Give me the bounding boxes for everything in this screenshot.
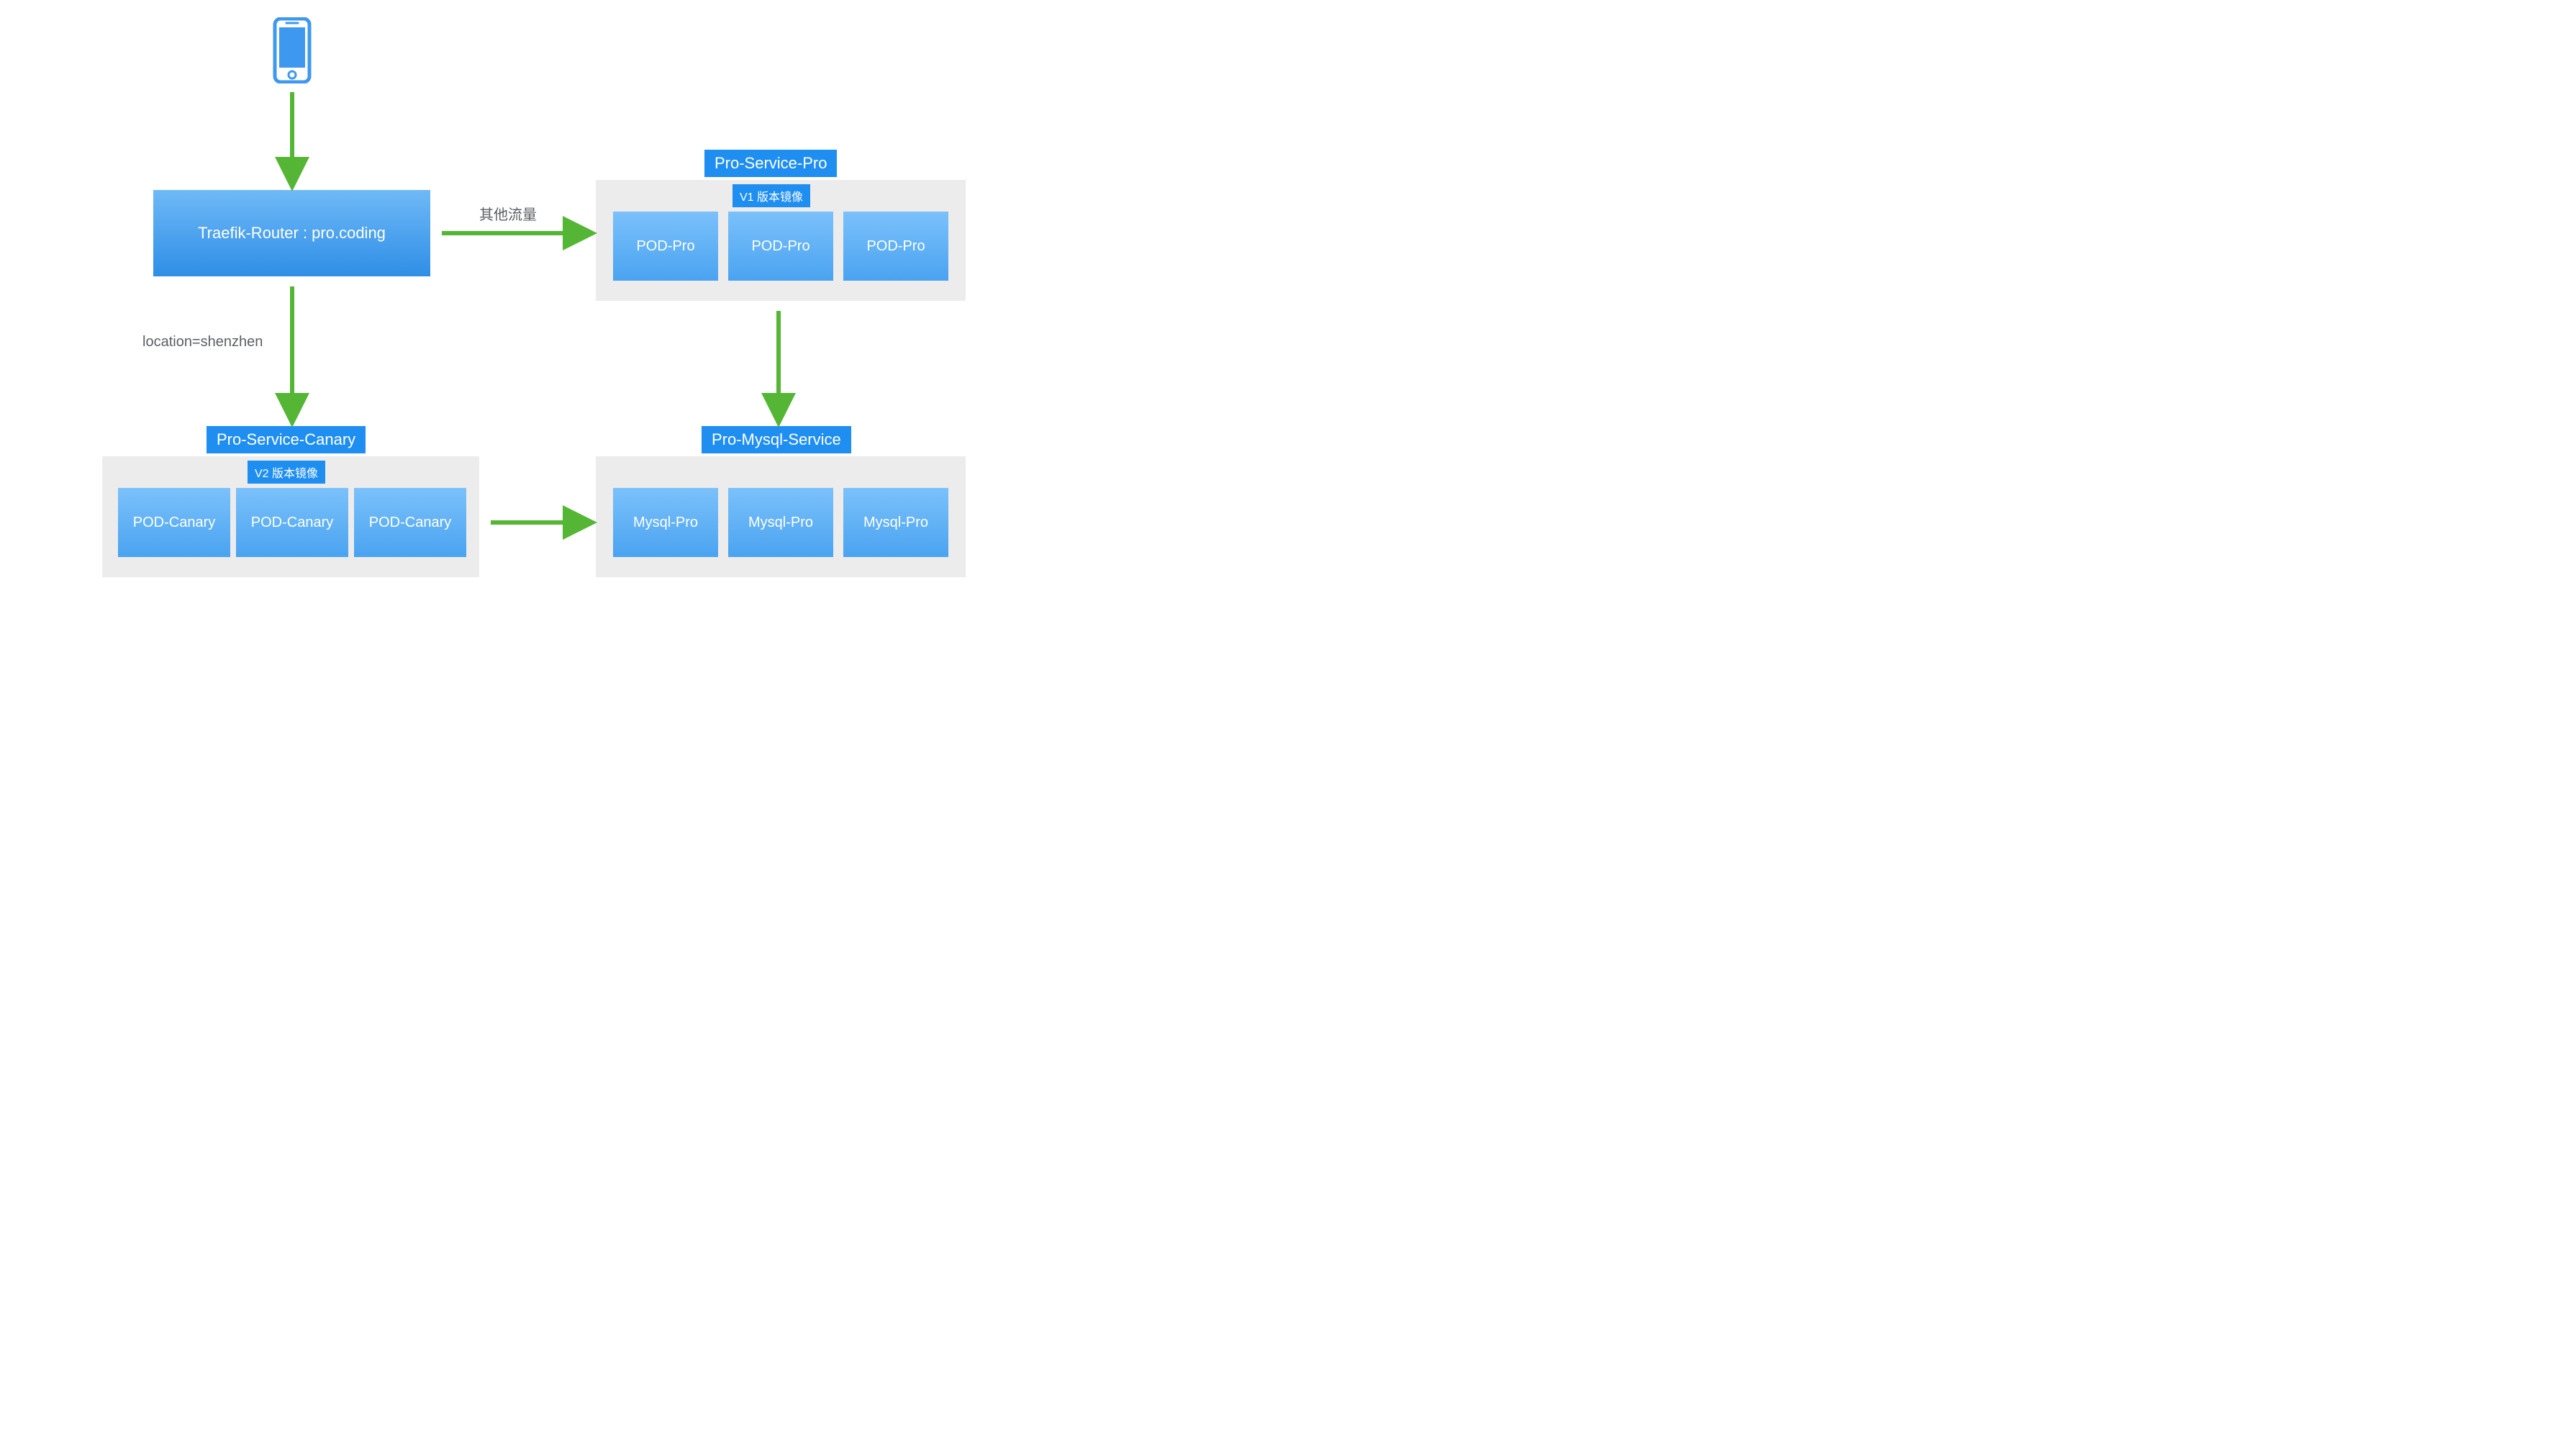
arrow-label-other-traffic: 其他流量 [479, 203, 537, 224]
arrow-label-location: location=shenzhen [142, 334, 263, 350]
diagram-canvas: Traefik-Router : pro.coding Pro-Service-… [0, 0, 1151, 648]
arrow-canary-to-mysql [0, 0, 1151, 648]
